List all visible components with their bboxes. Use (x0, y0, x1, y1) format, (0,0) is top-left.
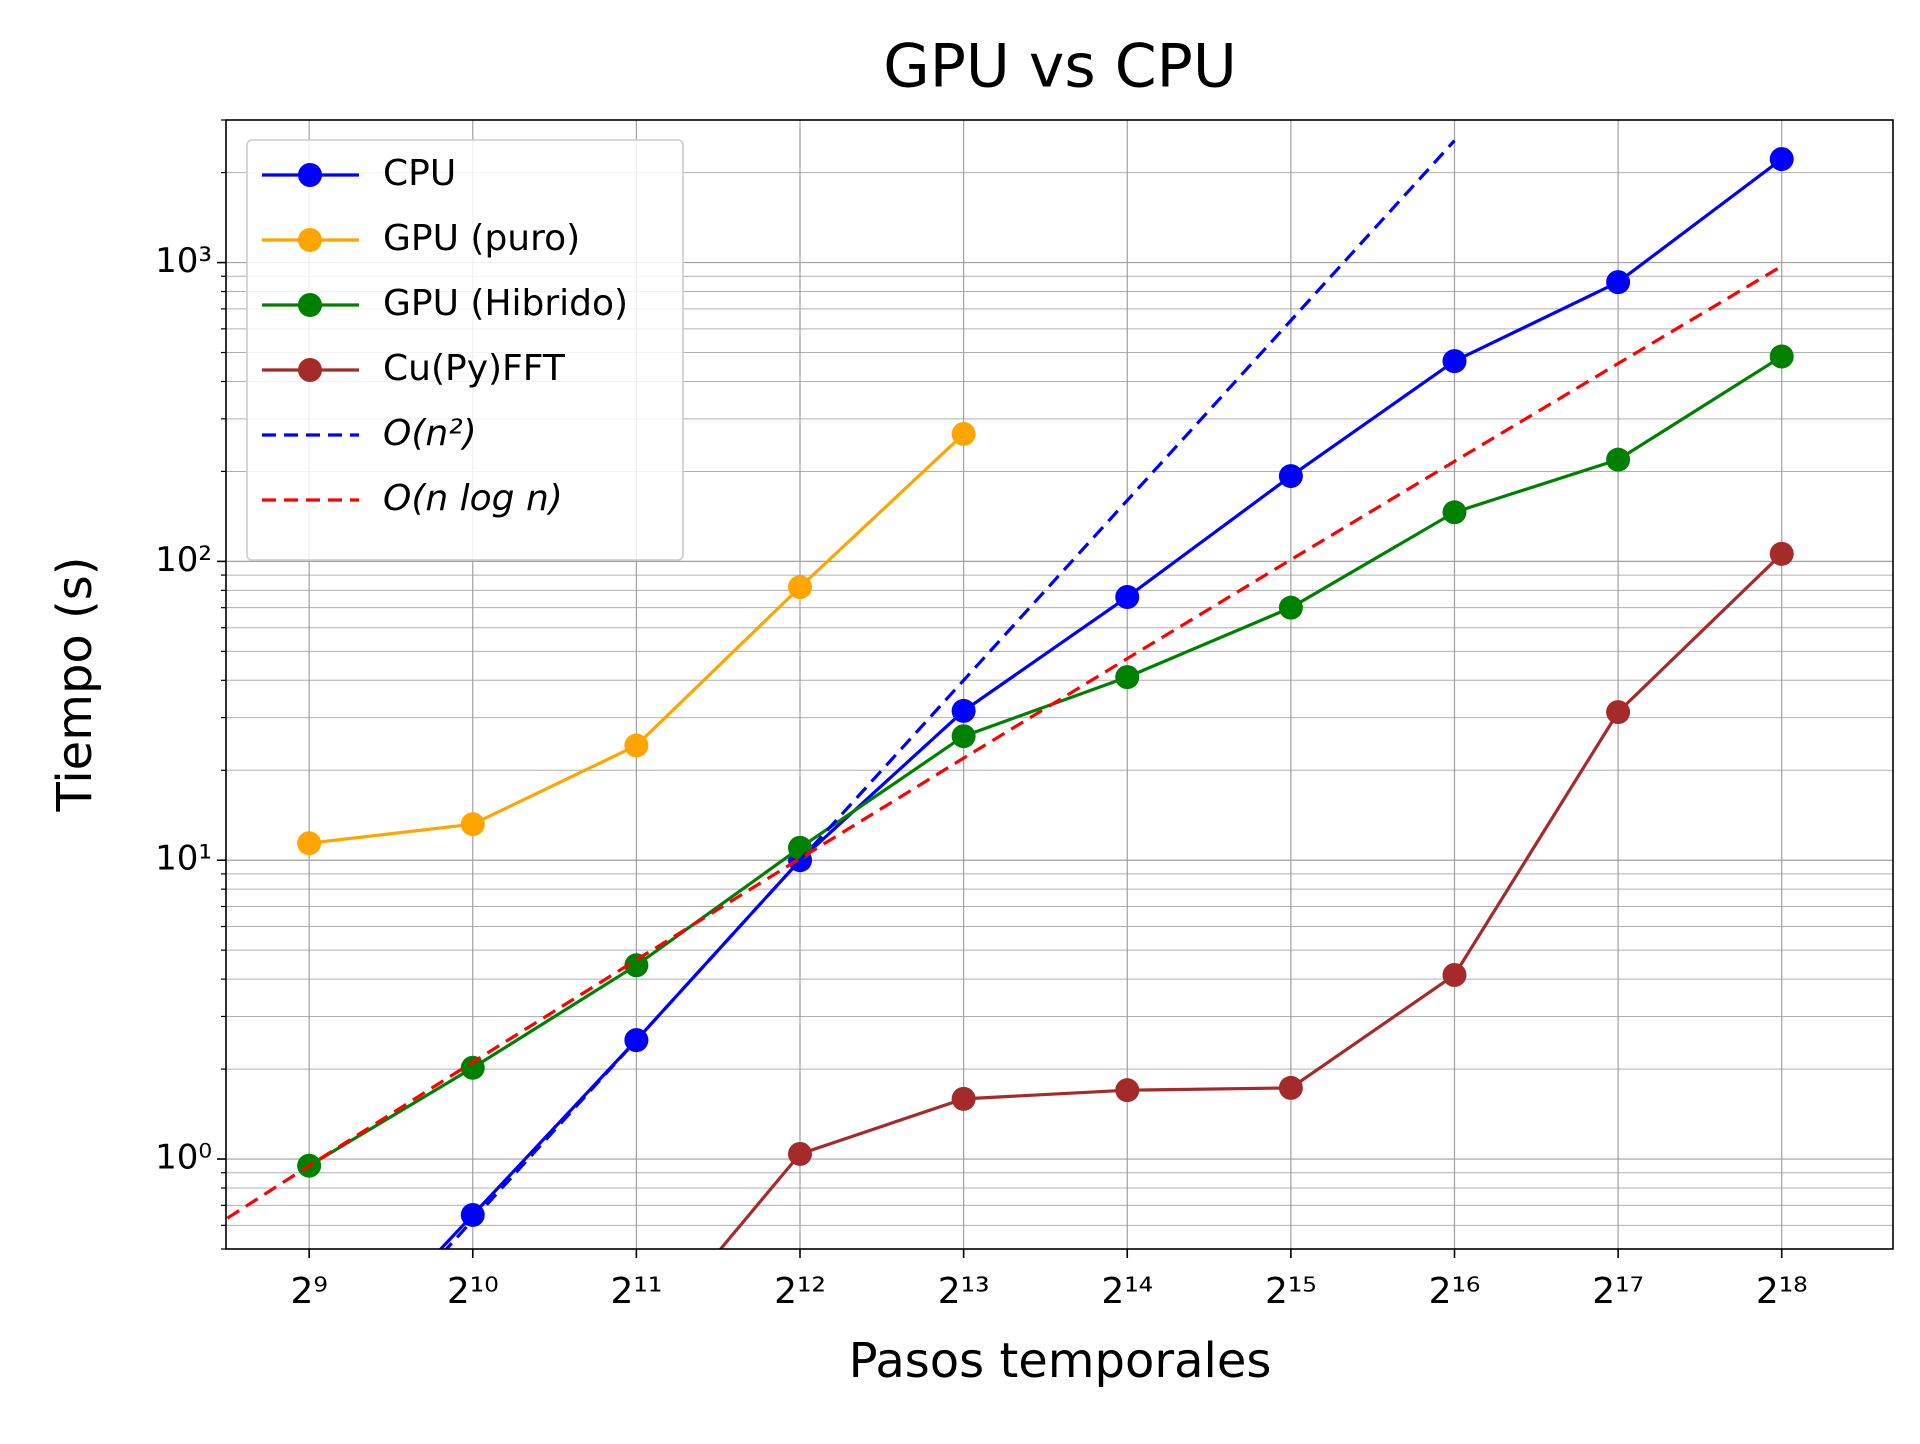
x-axis-label: Pasos temporales (849, 1333, 1272, 1389)
data-point (951, 698, 976, 723)
legend-marker (298, 358, 322, 382)
grid (226, 119, 1893, 1250)
legend-label: O(n²) (383, 413, 477, 454)
data-point (1769, 147, 1794, 172)
data-point (297, 831, 322, 856)
data-point (1442, 500, 1467, 525)
data-point (1606, 700, 1631, 725)
x-tick-label: 2⁹ (290, 1271, 327, 1312)
data-point (1769, 541, 1794, 566)
y-axis-label: Tiempo (s) (47, 556, 103, 812)
legend-label: O(n log n) (383, 478, 563, 519)
data-point (1115, 585, 1140, 610)
legend-marker (298, 293, 322, 317)
data-point (1606, 270, 1631, 295)
x-tick-label: 2¹⁸ (1756, 1271, 1808, 1312)
data-point (1442, 962, 1467, 987)
series-line (308, 355, 1783, 1168)
x-tick-label: 2¹² (774, 1271, 826, 1312)
reference-line (226, 264, 1783, 1220)
data-point (624, 953, 649, 978)
x-tick-label: 2¹³ (938, 1271, 990, 1312)
data-point (788, 575, 813, 600)
data-point (1278, 464, 1303, 489)
data-point (624, 733, 649, 758)
legend-marker (298, 163, 322, 187)
data-point (788, 1141, 813, 1166)
legend-marker (298, 228, 322, 252)
data-point (460, 812, 485, 837)
data-point (1115, 665, 1140, 690)
data-point (460, 1055, 485, 1080)
ticks: 10⁰ 10¹ 10² 10³ 2⁹ 2¹⁰ 2¹¹ 2¹² 2¹³ 2¹⁴ 2¹⁵ 2¹⁶ 2¹⁷ 2¹… (155, 119, 1808, 1312)
data-point (951, 724, 976, 749)
x-tick-label: 2¹⁷ (1592, 1271, 1644, 1312)
data-point (788, 835, 813, 860)
y-tick-label: 10⁰ (155, 1138, 212, 1178)
x-tick-label: 2¹⁵ (1265, 1271, 1317, 1312)
legend-box (246, 139, 684, 561)
legend-label: CPU (383, 153, 456, 194)
legend-label: GPU (Hibrido) (383, 283, 628, 324)
series-line (438, 157, 1783, 1249)
data-point (1278, 1075, 1303, 1100)
legend-label: Cu(Py)FFT (383, 348, 566, 389)
plot-area (226, 139, 1794, 1249)
data-point (951, 421, 976, 446)
y-tick-label: 10¹ (155, 839, 212, 879)
data-point (460, 1202, 485, 1227)
legend: CPU GPU (puro) GPU (Hibrido) Cu(Py)FFT O(n²)… (246, 139, 684, 561)
data-point (1278, 595, 1303, 620)
series-line (718, 552, 1783, 1249)
x-tick-label: 2¹⁶ (1429, 1271, 1481, 1312)
data-point (1769, 344, 1794, 369)
data-point (1115, 1078, 1140, 1103)
axes-frame (225, 119, 1894, 1250)
x-tick-label: 2¹¹ (610, 1271, 662, 1312)
data-point (1606, 447, 1631, 472)
data-point (951, 1086, 976, 1111)
legend-label: GPU (puro) (383, 218, 580, 259)
reference-line (444, 139, 1456, 1249)
x-tick-label: 2¹⁴ (1101, 1271, 1153, 1312)
data-point (1442, 349, 1467, 374)
chart-title: GPU vs CPU (883, 32, 1237, 102)
y-tick-label: 10³ (155, 241, 212, 281)
y-tick-label: 10² (155, 540, 212, 580)
x-tick-label: 2¹⁰ (447, 1271, 499, 1312)
